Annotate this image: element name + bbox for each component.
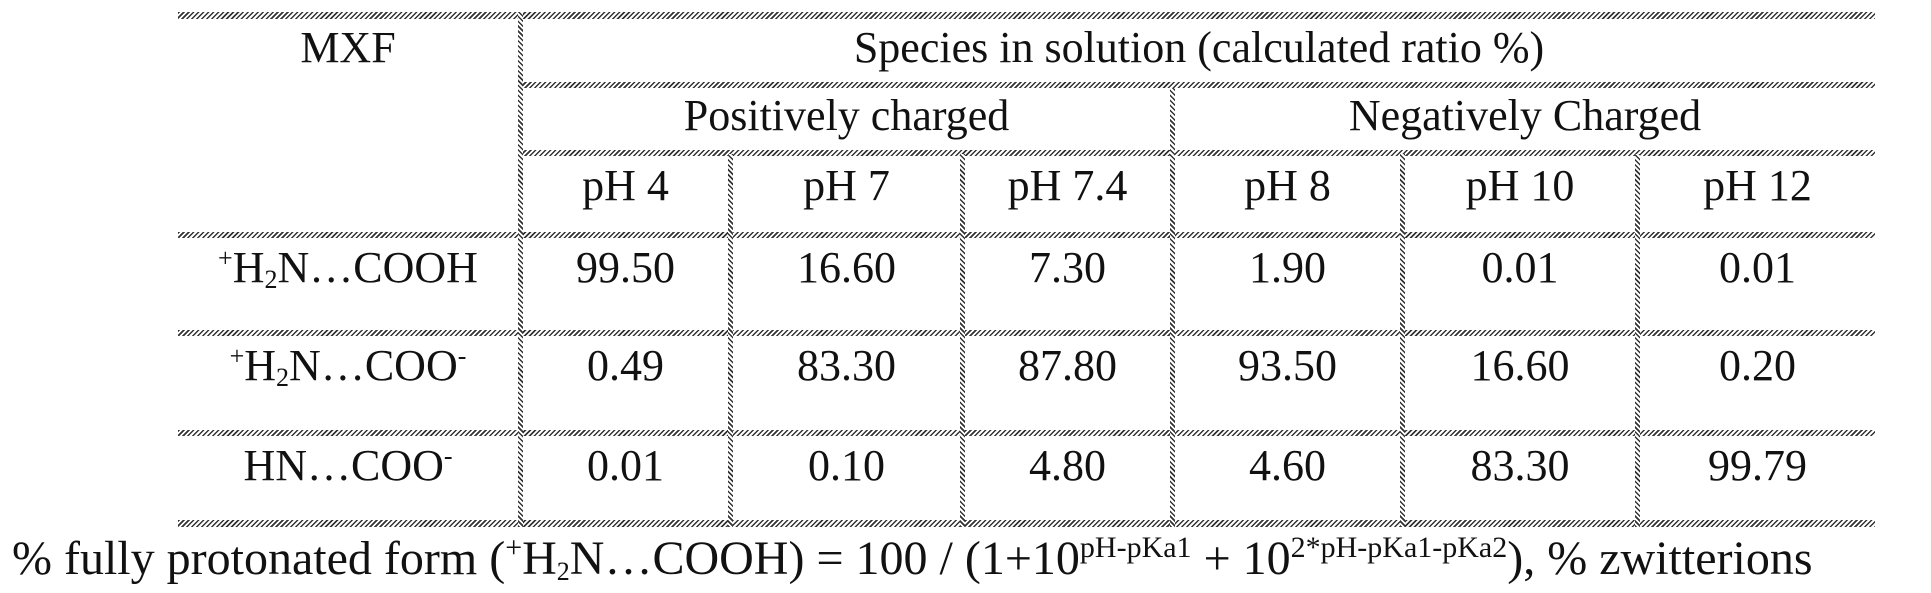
column-header-ph12: pH 12 xyxy=(1640,160,1875,212)
row-rule-2 xyxy=(178,430,1875,436)
table-cell: 93.50 xyxy=(1175,340,1400,392)
table-cell: 0.01 xyxy=(1640,242,1875,294)
table-cell: 83.30 xyxy=(1405,440,1635,492)
table-bottom-rule xyxy=(178,520,1875,527)
column-header-ph7: pH 7 xyxy=(733,160,960,212)
table-cell: 4.60 xyxy=(1175,440,1400,492)
table-cell: 0.01 xyxy=(1405,242,1635,294)
table-cell: 99.50 xyxy=(523,242,728,294)
table-cell: 0.10 xyxy=(733,440,960,492)
column-header-ph8: pH 8 xyxy=(1175,160,1400,212)
table-cell: 83.30 xyxy=(733,340,960,392)
table-cell: 0.20 xyxy=(1640,340,1875,392)
table-cell: 4.80 xyxy=(965,440,1170,492)
table-cell: 16.60 xyxy=(733,242,960,294)
negatively-charged-header: Negatively Charged xyxy=(1175,90,1875,142)
table-cell: 1.90 xyxy=(1175,242,1400,294)
header-bottom-rule xyxy=(178,232,1875,238)
species-label-row-2: +H2N…COO- xyxy=(178,340,518,392)
table-cell: 7.30 xyxy=(965,242,1170,294)
table-cell: 16.60 xyxy=(1405,340,1635,392)
column-header-ph7-4: pH 7.4 xyxy=(965,160,1170,212)
table-top-rule xyxy=(178,12,1875,19)
group-rule xyxy=(520,150,1875,156)
species-label-row-3: HN…COO- xyxy=(178,440,518,492)
table-cell: 87.80 xyxy=(965,340,1170,392)
column-header-ph4: pH 4 xyxy=(523,160,728,212)
row-rule-1 xyxy=(178,330,1875,336)
positively-charged-header: Positively charged xyxy=(523,90,1170,142)
table-cell: 99.79 xyxy=(1640,440,1875,492)
table-cell: 0.01 xyxy=(523,440,728,492)
column-header-ph10: pH 10 xyxy=(1405,160,1635,212)
species-group-title: Species in solution (calculated ratio %) xyxy=(523,22,1875,74)
formula-footnote: % fully protonated form (+H2N…COOH) = 10… xyxy=(12,530,1927,588)
group-title-rule xyxy=(520,82,1875,88)
species-label-row-1: +H2N…COOH xyxy=(178,242,518,294)
mxf-header: MXF xyxy=(178,22,518,74)
table-cell: 0.49 xyxy=(523,340,728,392)
